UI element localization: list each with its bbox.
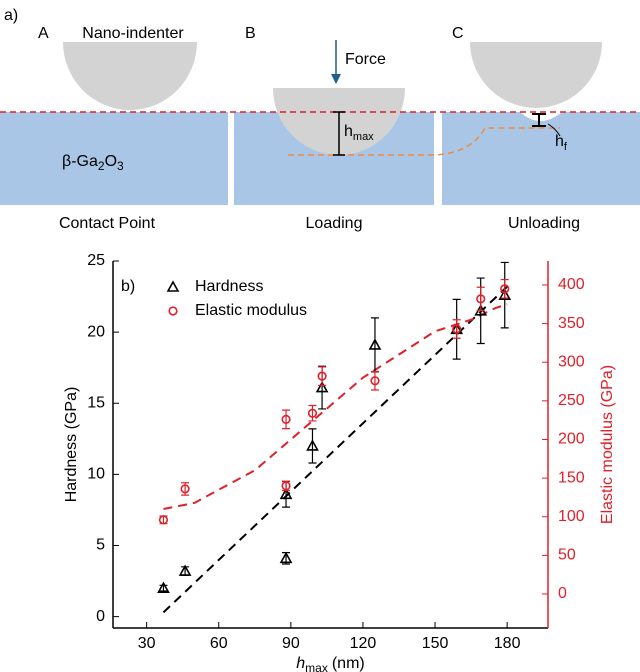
y2-tick-label: 250 bbox=[558, 392, 585, 409]
y-tick-label: 20 bbox=[87, 323, 105, 340]
panel-letter: B bbox=[245, 25, 256, 42]
y2-tick-label: 150 bbox=[558, 469, 585, 486]
point bbox=[315, 380, 329, 393]
error-bar bbox=[500, 278, 509, 299]
indenter bbox=[470, 42, 602, 108]
y2-tick-label: 300 bbox=[558, 353, 585, 370]
error-bar bbox=[282, 409, 291, 430]
legend-marker bbox=[166, 280, 180, 292]
point bbox=[498, 288, 512, 300]
point bbox=[279, 487, 293, 500]
y2-tick-label: 0 bbox=[558, 585, 567, 602]
point bbox=[500, 284, 510, 294]
depth-line bbox=[288, 127, 560, 156]
point bbox=[157, 581, 170, 593]
point bbox=[307, 408, 318, 418]
fit-line bbox=[163, 303, 508, 510]
panel-letter: C bbox=[452, 25, 464, 42]
point bbox=[476, 294, 486, 304]
panel-caption: Loading bbox=[306, 215, 363, 232]
x-label-symbol: h bbox=[296, 655, 305, 672]
y2-tick-label: 50 bbox=[558, 547, 576, 564]
legend-label: Hardness bbox=[195, 278, 263, 295]
x-tick-label: 180 bbox=[494, 635, 521, 652]
panel-letter: A bbox=[38, 25, 49, 42]
indenter bbox=[63, 42, 197, 110]
point bbox=[368, 338, 382, 350]
x-tick-label: 60 bbox=[210, 635, 228, 652]
point bbox=[452, 324, 462, 334]
x-label-unit: (nm) bbox=[332, 655, 365, 672]
hf-arrow bbox=[547, 123, 561, 137]
error-bar bbox=[476, 286, 485, 312]
x-tick-label: 30 bbox=[138, 635, 156, 652]
hmax-bracket bbox=[333, 111, 345, 156]
point bbox=[178, 564, 192, 576]
legend-marker bbox=[168, 306, 178, 316]
substrate bbox=[0, 112, 228, 205]
point bbox=[306, 439, 319, 451]
arrowhead bbox=[331, 74, 341, 84]
x-tick-label: 120 bbox=[350, 635, 377, 652]
point bbox=[279, 551, 293, 564]
y2-tick-label: 200 bbox=[558, 431, 585, 448]
point bbox=[158, 515, 169, 525]
y-tick-label: 25 bbox=[87, 252, 105, 269]
y-axis-label: Hardness (GPa) bbox=[63, 387, 80, 503]
point bbox=[281, 481, 291, 491]
y2-tick-label: 400 bbox=[558, 276, 585, 293]
chart-label: b) bbox=[121, 278, 135, 295]
hf-label: hf bbox=[555, 133, 568, 153]
diagram: a) A B C Nano-indenter Force hmax hf β-G… bbox=[0, 7, 640, 232]
error-bar bbox=[370, 370, 379, 391]
fit-line bbox=[162, 285, 508, 614]
y2-axis-label: Elastic modulus (GPa) bbox=[599, 365, 616, 524]
hf-bracket bbox=[532, 113, 546, 127]
y-tick-label: 0 bbox=[96, 608, 105, 625]
y-tick-label: 5 bbox=[96, 537, 105, 554]
point bbox=[370, 376, 380, 386]
panel-caption: Contact Point bbox=[59, 215, 156, 232]
material-label: β-Ga2O3 bbox=[62, 153, 124, 173]
error-bar bbox=[159, 584, 168, 592]
x-label-sub: max bbox=[305, 661, 328, 672]
force-label: Force bbox=[345, 51, 386, 68]
error-bar bbox=[308, 428, 317, 464]
hmax-label: hmax bbox=[344, 123, 374, 143]
legend-label: Elastic modulus bbox=[195, 302, 307, 319]
y2-tick-label: 100 bbox=[558, 508, 585, 525]
x-tick-label: 90 bbox=[282, 635, 300, 652]
point bbox=[281, 414, 291, 424]
error-bar bbox=[308, 404, 317, 422]
error-bar bbox=[318, 366, 327, 386]
point bbox=[180, 484, 190, 494]
panel-label: a) bbox=[4, 7, 18, 24]
y2-tick-label: 350 bbox=[558, 315, 585, 332]
substrate bbox=[442, 112, 640, 205]
error-bar bbox=[452, 319, 461, 339]
x-axis-label: hmax (nm) bbox=[296, 655, 364, 672]
point bbox=[317, 371, 327, 381]
y-tick-label: 15 bbox=[87, 394, 105, 411]
panel-caption: Unloading bbox=[508, 215, 580, 232]
indenter-label: Nano-indenter bbox=[82, 25, 184, 42]
x-tick-label: 150 bbox=[422, 635, 449, 652]
chart: 30 60 90 120 150 1800510152025050100150200250… bbox=[63, 252, 616, 672]
y-tick-label: 10 bbox=[87, 466, 105, 483]
